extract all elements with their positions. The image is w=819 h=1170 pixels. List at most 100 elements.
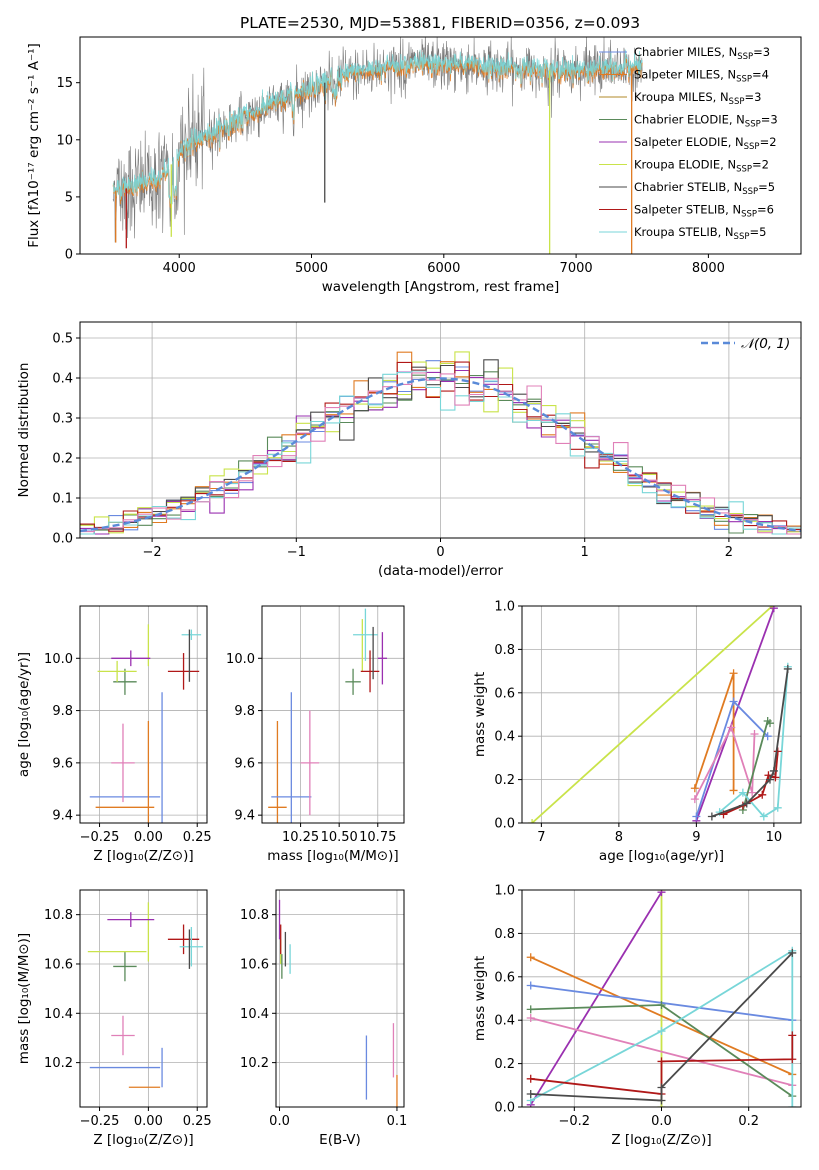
error-bar-point xyxy=(345,668,361,695)
legend-label: Chabrier STELIB, NSSP=5 xyxy=(634,180,775,197)
weight-series-marker xyxy=(769,606,778,613)
error-bar-point xyxy=(97,660,137,682)
legend-label: Kroupa MILES, NSSP=3 xyxy=(634,90,761,107)
y-tick-label: 1.0 xyxy=(494,600,515,615)
weight-series-marker xyxy=(788,1031,797,1040)
y-tick-label: 10.8 xyxy=(44,908,73,923)
error-bar-point xyxy=(181,629,202,640)
error-bar-point xyxy=(113,951,137,982)
y-tick-label: 0.8 xyxy=(494,643,515,658)
mass-vs-z-xlabel: Z [log₁₀(Z/Z⊙)] xyxy=(93,1132,193,1148)
y-tick-label: 10.6 xyxy=(240,957,269,972)
x-tick-label: −0.25 xyxy=(80,830,120,845)
weight-series-marker xyxy=(528,819,537,823)
x-tick-label: 4000 xyxy=(163,261,196,276)
weight-vs-age-frame xyxy=(521,605,802,824)
y-tick-label: 10.4 xyxy=(44,1007,73,1022)
weight-series-line xyxy=(530,1017,793,1087)
weight-series-marker xyxy=(758,790,767,799)
y-tick-label: 0.0 xyxy=(494,1101,515,1116)
y-tick-label: 0.5 xyxy=(52,332,73,347)
x-tick-label: 5000 xyxy=(295,261,328,276)
spectrum-model-line xyxy=(112,49,643,205)
legend-label: Salpeter ELODIE, NSSP=2 xyxy=(634,135,777,152)
spectrum-panel: 4000 5000 6000 7000 8000 0 5 10 15 wavelength [An… xyxy=(26,36,802,295)
legend-label: 𝒩(0, 1) xyxy=(741,336,790,352)
weight-series-marker xyxy=(526,981,535,990)
legend-label: Kroupa ELODIE, NSSP=2 xyxy=(634,158,769,175)
residual-hist-panel: −2 −1 0 1 2 0.0 0.1 0.2 0.3 0.4 0.5 (data-model)/er… xyxy=(16,321,802,579)
age-vs-mass-plot-area xyxy=(268,608,388,823)
x-tick-label: 0.25 xyxy=(183,830,212,845)
weight-series-marker xyxy=(748,788,757,797)
x-tick-label: 0.25 xyxy=(183,1114,212,1129)
error-bar-point xyxy=(268,721,287,823)
y-tick-label: 0.2 xyxy=(494,773,515,788)
weight-vs-age-ylabel: mass weight xyxy=(472,672,488,757)
weight-series-marker xyxy=(788,1103,797,1107)
weight-series-marker xyxy=(657,1057,666,1066)
spectrum-frame xyxy=(79,36,802,255)
x-tick-label: 10 xyxy=(766,830,783,845)
weight-series-marker xyxy=(742,799,751,808)
x-tick-label: 0.1 xyxy=(387,1114,408,1129)
y-tick-label: 5 xyxy=(65,190,73,205)
histogram-series xyxy=(80,372,801,535)
x-tick-label: 1 xyxy=(581,545,589,560)
x-tick-label: −0.25 xyxy=(80,1114,120,1129)
mass-vs-ebv-plot-area xyxy=(278,899,398,1107)
x-tick-label: 9 xyxy=(692,830,700,845)
x-tick-label: 0.2 xyxy=(738,1114,759,1129)
y-tick-label: 9.6 xyxy=(234,756,255,771)
y-tick-label: 0.4 xyxy=(494,1014,515,1029)
x-tick-label: 10.25 xyxy=(282,830,319,845)
weight-series-marker xyxy=(738,788,747,797)
weight-series-marker xyxy=(729,786,738,795)
weight-series-marker xyxy=(526,1089,535,1098)
age-vs-z-xlabel: Z [log₁₀(Z/Z⊙)] xyxy=(93,848,193,864)
figure-title: PLATE=2530, MJD=53881, FIBERID=0356, z=0… xyxy=(240,14,640,32)
y-tick-label: 0.4 xyxy=(52,372,73,387)
weight-series-marker xyxy=(692,812,701,821)
weight-series-marker xyxy=(526,1074,535,1083)
weight-series-marker xyxy=(773,803,782,812)
y-tick-label: 9.6 xyxy=(52,756,73,771)
weight-series-marker xyxy=(788,1055,797,1064)
age-vs-mass-xlabel: mass [log₁₀(M/M⊙)] xyxy=(267,848,398,864)
error-bar-point xyxy=(353,608,378,661)
spectrum-ylabel: Flux [fλ10⁻¹⁷ erg cm⁻² s⁻¹ A⁻¹] xyxy=(26,43,42,248)
x-tick-label: 8000 xyxy=(692,261,725,276)
y-tick-label: 0.6 xyxy=(494,686,515,701)
y-tick-label: 10.4 xyxy=(240,1007,269,1022)
mass-vs-z-frame xyxy=(79,889,208,1108)
age-vs-mass-panel: 10.25 10.50 10.75 9.4 9.6 9.8 10.0 mass [log₁₀(… xyxy=(226,605,405,864)
x-tick-label: −2 xyxy=(143,545,162,560)
error-bar-point xyxy=(111,650,151,667)
error-bar-point xyxy=(271,692,312,823)
weight-series-marker xyxy=(657,1001,666,1010)
weight-series-marker xyxy=(788,948,797,957)
y-tick-label: 0.0 xyxy=(52,532,73,547)
legend-label: Salpeter MILES, NSSP=4 xyxy=(634,68,769,85)
weight-series-marker xyxy=(657,890,666,897)
error-bar-point xyxy=(111,723,135,803)
y-tick-label: 9.8 xyxy=(234,704,255,719)
weight-series-marker xyxy=(657,1083,666,1092)
weight-series-marker xyxy=(729,669,738,678)
legend-label: Salpeter STELIB, NSSP=6 xyxy=(634,203,774,220)
y-tick-label: 9.4 xyxy=(234,809,255,824)
y-tick-label: 0.4 xyxy=(494,730,515,745)
y-tick-label: 9.4 xyxy=(52,809,73,824)
error-bar-point xyxy=(167,924,200,955)
weight-vs-z-ylabel: mass weight xyxy=(472,956,488,1041)
mass-vs-z-plot-area xyxy=(87,902,204,1088)
weight-series-line xyxy=(530,949,794,1107)
error-bar-point xyxy=(111,1015,135,1056)
weight-series-marker xyxy=(771,773,780,782)
x-tick-label: 10.75 xyxy=(359,830,396,845)
gaussian-curve xyxy=(80,377,801,533)
weight-series-line xyxy=(531,606,773,823)
weight-vs-age-plot-area xyxy=(528,606,792,823)
residual-hist-ylabel: Normed distribution xyxy=(16,363,32,498)
